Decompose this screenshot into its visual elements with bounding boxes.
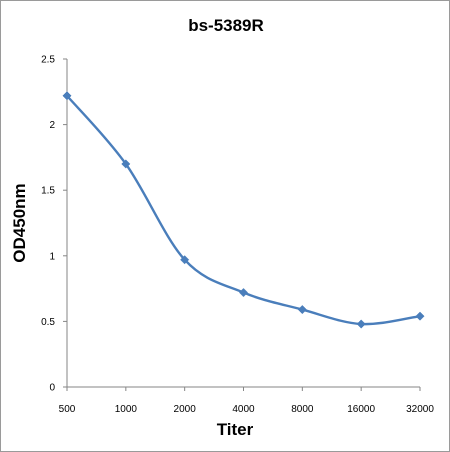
- y-tick-label: 1.5: [41, 186, 55, 197]
- x-tick-label: 4000: [232, 404, 255, 415]
- x-axis-label: Titer: [217, 420, 254, 439]
- x-tick-label: 2000: [174, 404, 197, 415]
- data-point-4000: [238, 287, 249, 298]
- x-tick-label: 32000: [406, 404, 434, 415]
- data-point-32000: [415, 311, 425, 321]
- y-axis-ticks: 0 0.5 1 1.5 2 2.5: [41, 55, 67, 394]
- x-tick-label: 16000: [347, 404, 375, 415]
- data-points: [62, 91, 425, 329]
- data-point-1000: [121, 159, 131, 169]
- x-tick-label: 8000: [291, 404, 314, 415]
- y-tick-label: 1: [49, 251, 55, 262]
- y-axis-label: OD450nm: [10, 183, 29, 262]
- data-point-8000: [297, 305, 307, 315]
- y-tick-label: 0.5: [41, 317, 55, 328]
- x-axis-ticks: 500 1000 2000 4000 8000 16000 32000: [59, 387, 434, 415]
- data-point-500: [62, 91, 72, 101]
- data-point-16000: [356, 319, 366, 329]
- x-tick-label: 1000: [115, 404, 138, 415]
- y-tick-label: 2.5: [41, 55, 55, 66]
- y-tick-label: 2: [49, 120, 55, 131]
- data-point-2000: [180, 255, 190, 265]
- chart-title: bs-5389R: [188, 16, 264, 35]
- x-tick-label: 500: [59, 404, 76, 415]
- y-tick-label: 0: [49, 383, 55, 394]
